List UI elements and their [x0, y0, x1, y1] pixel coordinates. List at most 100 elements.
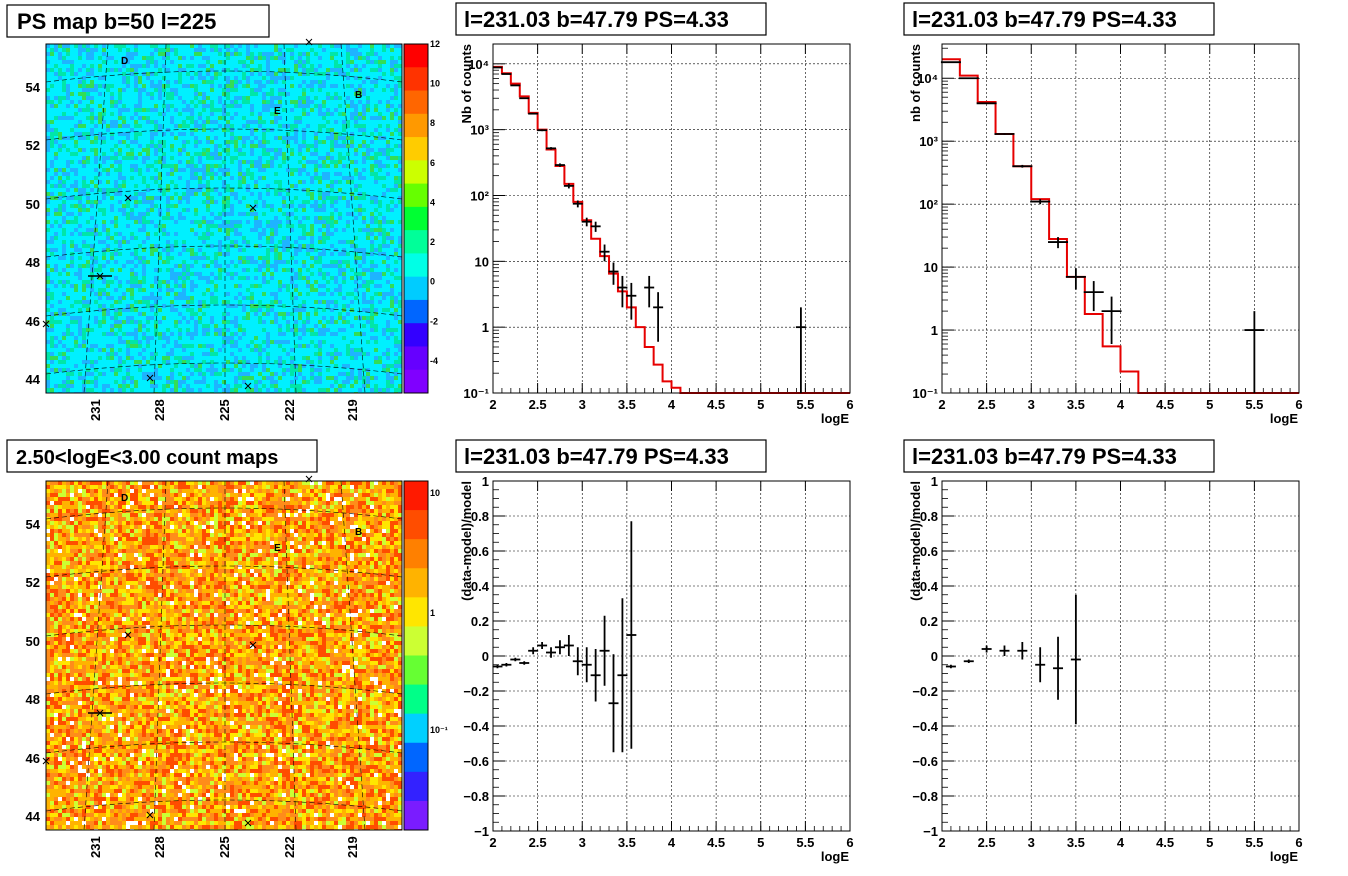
parallel-line — [45, 245, 403, 258]
map-cell — [182, 545, 186, 549]
map-cell — [238, 481, 242, 485]
map-cell — [178, 513, 182, 517]
map-cell — [90, 348, 94, 352]
map-cell — [266, 224, 270, 228]
map-cell — [162, 489, 166, 493]
map-cell — [110, 344, 114, 348]
map-cell — [98, 76, 102, 80]
map-cell — [110, 348, 114, 352]
map-cell — [238, 232, 242, 236]
map-cell — [218, 545, 222, 549]
map-cell — [318, 188, 322, 192]
map-cell — [386, 172, 390, 176]
map-cell — [122, 120, 126, 124]
map-cell — [230, 509, 234, 513]
map-cell — [226, 304, 230, 308]
map-cell — [322, 232, 326, 236]
map-cell — [206, 509, 210, 513]
map-cell — [50, 360, 54, 364]
map-cell — [278, 76, 282, 80]
map-cell — [398, 104, 402, 108]
map-cell — [246, 56, 250, 60]
map-cell — [382, 368, 386, 372]
map-cell — [234, 549, 238, 553]
map-cell — [386, 489, 390, 493]
map-cell — [58, 320, 62, 324]
map-cell — [194, 256, 198, 260]
map-cell — [170, 561, 174, 565]
map-cell — [202, 48, 206, 52]
map-cell — [366, 96, 370, 100]
map-cell — [262, 485, 266, 489]
map-cell — [186, 164, 190, 168]
map-cell — [154, 312, 158, 316]
map-cell — [250, 481, 254, 485]
map-cell — [162, 280, 166, 284]
map-cell — [294, 376, 298, 380]
map-cell — [386, 485, 390, 489]
map-cell — [322, 284, 326, 288]
map-cell — [62, 336, 66, 340]
map-cell — [186, 384, 190, 388]
map-cell — [362, 376, 366, 380]
map-cell — [94, 232, 98, 236]
map-cell — [298, 160, 302, 164]
map-cell — [134, 192, 138, 196]
map-cell — [238, 52, 242, 56]
map-cell — [186, 264, 190, 268]
ps-map-coordinate-grid — [45, 43, 403, 394]
map-cell — [154, 533, 158, 537]
map-cell — [338, 505, 342, 509]
map-cell — [74, 132, 78, 136]
map-cell — [310, 372, 314, 376]
map-cell — [258, 284, 262, 288]
map-cell — [294, 260, 298, 264]
map-cell — [114, 513, 118, 517]
map-cell — [126, 368, 130, 372]
map-cell — [118, 368, 122, 372]
map-cell — [394, 517, 398, 521]
map-cell — [382, 72, 386, 76]
map-cell — [194, 96, 198, 100]
map-cell — [274, 116, 278, 120]
map-cell — [350, 485, 354, 489]
map-cell — [250, 537, 254, 541]
map-cell — [338, 268, 342, 272]
map-cell — [294, 196, 298, 200]
map-cell — [102, 497, 106, 501]
map-cell — [362, 509, 366, 513]
map-cell — [254, 136, 258, 140]
map-cell — [242, 513, 246, 517]
map-cell — [242, 525, 246, 529]
map-cell — [182, 388, 186, 392]
map-cell — [166, 48, 170, 52]
map-cell — [298, 244, 302, 248]
map-cell — [226, 224, 230, 228]
map-cell — [178, 545, 182, 549]
map-cell — [162, 132, 166, 136]
map-cell — [46, 276, 50, 280]
map-cell — [242, 505, 246, 509]
map-cell — [270, 224, 274, 228]
map-cell — [354, 553, 358, 557]
map-cell — [226, 328, 230, 332]
map-cell — [350, 537, 354, 541]
map-cell — [338, 68, 342, 72]
map-cell — [250, 388, 254, 392]
map-cell — [294, 288, 298, 292]
map-cell — [170, 272, 174, 276]
map-cell — [342, 304, 346, 308]
map-cell — [190, 501, 194, 505]
map-cell — [182, 240, 186, 244]
map-cell — [362, 104, 366, 108]
map-cell — [154, 204, 158, 208]
map-cell — [102, 188, 106, 192]
map-cell — [62, 48, 66, 52]
map-cell — [294, 501, 298, 505]
map-cell — [294, 332, 298, 336]
map-cell — [358, 332, 362, 336]
map-cell — [318, 192, 322, 196]
map-cell — [214, 252, 218, 256]
map-cell — [314, 545, 318, 549]
map-cell — [210, 232, 214, 236]
